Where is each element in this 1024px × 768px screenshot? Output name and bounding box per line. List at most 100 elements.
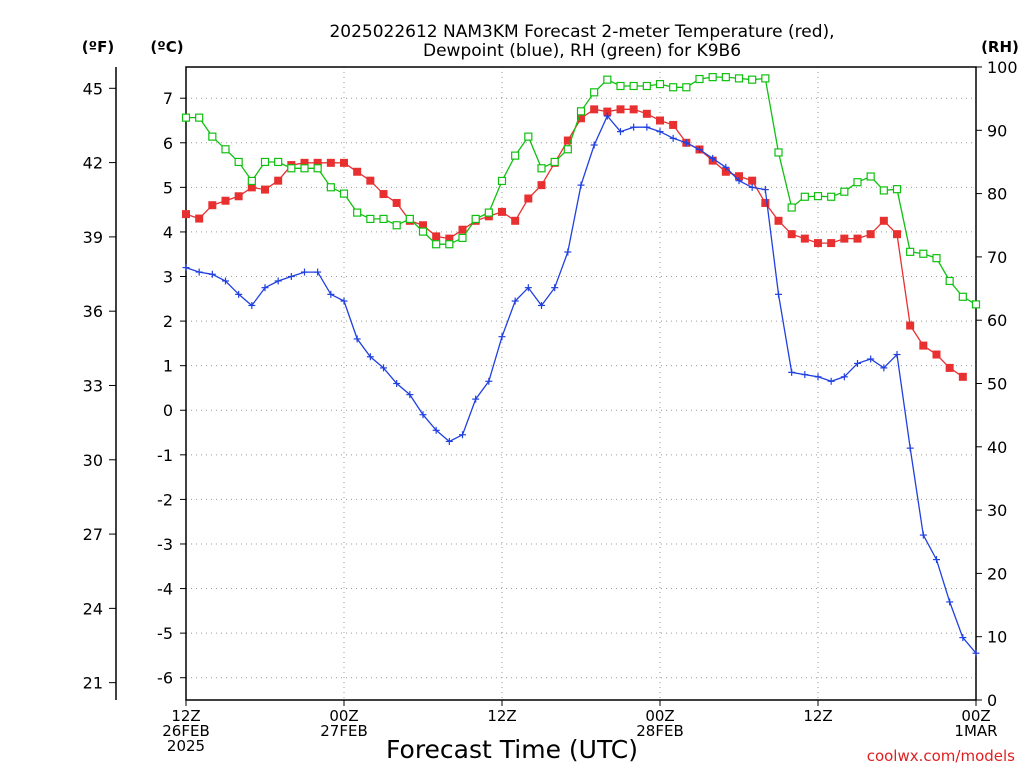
rh-point: [563, 145, 572, 154]
dewpoint-point: [195, 268, 203, 276]
rh-point: [221, 145, 230, 154]
time-tick-label: 26FEB: [162, 722, 209, 740]
temperature-point: [866, 230, 875, 239]
rh-point: [497, 176, 507, 186]
dewpoint-point: [656, 128, 664, 136]
dewpoint-point: [735, 177, 743, 185]
rh-point: [919, 249, 928, 258]
dewpoint-point: [406, 391, 414, 399]
dewpoint-point: [630, 123, 638, 131]
dewpoint-point: [419, 411, 427, 419]
rh-point: [958, 292, 967, 301]
rh-point: [471, 214, 480, 224]
rh-point: [313, 164, 322, 173]
celsius-unit-label: (ºC): [150, 38, 183, 56]
celsius-tick-label: -1: [157, 446, 173, 465]
rh-point: [655, 79, 665, 89]
rh-point: [379, 214, 388, 224]
temperature-point: [827, 239, 836, 248]
temperature-point: [814, 239, 822, 248]
temperature-point: [221, 196, 230, 205]
time-tick-label: 27FEB: [320, 722, 367, 740]
temperature-point: [458, 225, 467, 234]
temperature-point: [498, 207, 506, 216]
temperature-point: [234, 192, 243, 201]
dewpoint-point: [933, 556, 940, 564]
temperature-point: [919, 341, 928, 350]
fahrenheit-tick-label: 42: [83, 154, 103, 173]
time-tick-label: 00Z: [961, 707, 990, 725]
dewpoint-point: [327, 290, 335, 298]
rh-point: [260, 157, 270, 167]
rh-point: [445, 240, 454, 249]
temperature-point: [629, 105, 638, 114]
rh-point: [234, 157, 243, 167]
dewpoint-point: [287, 273, 295, 281]
dewpoint-point: [498, 333, 506, 341]
time-tick-label: 12Z: [171, 707, 200, 725]
celsius-tick-label: 7: [163, 89, 173, 108]
rh-point: [181, 113, 191, 122]
rh-point: [418, 227, 428, 236]
rh-point: [524, 132, 533, 141]
celsius-tick-label: -4: [157, 580, 173, 599]
rh-tick-label: 60: [987, 311, 1007, 330]
temperature-point: [879, 216, 888, 225]
rh-point: [590, 88, 599, 97]
dewpoint-point: [880, 364, 888, 372]
rh-point: [405, 214, 414, 224]
rh-point: [326, 183, 335, 192]
dewpoint-point: [235, 290, 243, 298]
fahrenheit-tick-label: 33: [83, 376, 103, 395]
dewpoint-point: [722, 163, 730, 171]
rh-point: [629, 81, 638, 91]
temperature-point: [893, 230, 901, 239]
celsius-tick-label: 3: [163, 268, 173, 287]
rh-point: [892, 185, 902, 194]
temperature-point: [656, 116, 664, 125]
dewpoint-point: [208, 270, 216, 278]
dewpoint-point: [696, 145, 703, 153]
temperature-point: [945, 363, 954, 372]
dewpoint-point: [867, 355, 875, 363]
temperature-point: [261, 185, 269, 194]
rh-point: [774, 148, 783, 157]
temperature-point: [182, 210, 190, 219]
dewpoint-point: [551, 284, 559, 292]
dewpoint-point: [748, 183, 756, 191]
celsius-tick-label: 6: [163, 134, 173, 153]
rh-point: [971, 300, 981, 309]
dewpoint-point: [972, 649, 980, 657]
dewpoint-point: [959, 634, 967, 642]
fahrenheit-axis: 21 24 27 30 33 36 39 42 45: [83, 67, 117, 700]
rh-unit-label: (RH): [981, 38, 1019, 56]
temperature-point: [748, 176, 757, 185]
rh-point: [708, 73, 717, 82]
rh-point: [287, 164, 296, 173]
dewpoint-point: [893, 351, 901, 359]
rh-point: [274, 157, 283, 167]
dewpoint-point: [511, 297, 519, 305]
rh-point: [813, 192, 823, 201]
dewpoint-point: [788, 368, 796, 376]
rh-point: [787, 203, 796, 212]
time-tick-label: 00Z: [645, 707, 674, 725]
dewpoint-point: [380, 364, 387, 372]
dewpoint-point: [603, 112, 611, 120]
temperature-point: [524, 194, 533, 203]
dewpoint-point: [393, 380, 401, 387]
temperature-point: [208, 201, 217, 210]
series-layer: [181, 73, 981, 657]
dewpoint-point: [919, 531, 927, 539]
dewpoint-point: [301, 268, 308, 276]
temperature-point: [958, 372, 967, 381]
dewpoint-point: [590, 141, 598, 149]
celsius-tick-label: -5: [157, 624, 173, 643]
dewpoint-point: [946, 598, 954, 606]
rh-point: [208, 132, 217, 141]
rh-point: [827, 192, 836, 201]
time-tick-label: 12Z: [487, 707, 516, 725]
fahrenheit-unit-label: (ºF): [82, 38, 114, 56]
rh-tick-label: 90: [987, 121, 1007, 140]
